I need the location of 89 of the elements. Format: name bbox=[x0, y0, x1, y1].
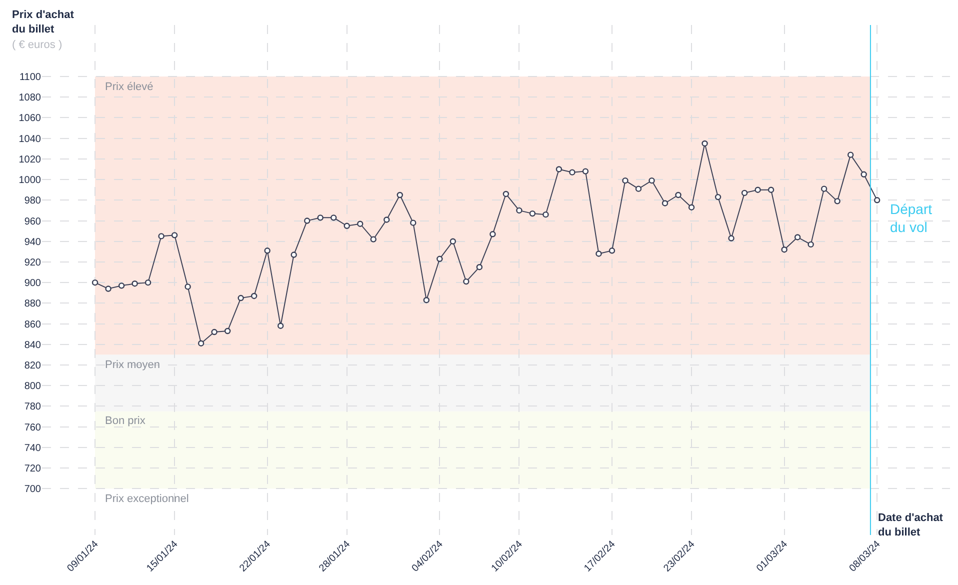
point bbox=[92, 279, 98, 286]
y-tick-label: 760 bbox=[24, 422, 42, 434]
y-tick-label: 940 bbox=[24, 236, 42, 248]
annotation: ( € euros ) bbox=[12, 39, 62, 51]
point bbox=[490, 231, 496, 238]
point bbox=[370, 236, 376, 242]
point bbox=[781, 246, 788, 253]
y-tick-label: 720 bbox=[24, 464, 42, 475]
point bbox=[794, 234, 801, 240]
point bbox=[105, 286, 112, 292]
point bbox=[184, 284, 191, 290]
point bbox=[874, 197, 880, 204]
point bbox=[250, 292, 258, 300]
point bbox=[118, 282, 125, 289]
y-tick-label: 1000 bbox=[18, 175, 42, 186]
point bbox=[702, 140, 708, 147]
y-tick-label: 1060 bbox=[18, 113, 42, 124]
point bbox=[728, 235, 734, 242]
point bbox=[290, 252, 297, 258]
point bbox=[410, 220, 416, 226]
point bbox=[847, 152, 854, 158]
point bbox=[330, 214, 337, 221]
point bbox=[582, 168, 589, 174]
y-tick-label: 880 bbox=[24, 298, 42, 310]
point bbox=[198, 340, 204, 346]
point bbox=[834, 198, 840, 204]
y-tick-label: 1080 bbox=[18, 92, 42, 104]
y-tick-label: 820 bbox=[24, 360, 42, 372]
point bbox=[622, 177, 628, 184]
point bbox=[502, 190, 510, 198]
y-tick-label: 860 bbox=[24, 319, 42, 330]
y-tick-label: 1020 bbox=[18, 154, 42, 166]
point bbox=[211, 328, 218, 336]
point bbox=[476, 264, 483, 270]
point bbox=[635, 186, 642, 192]
point bbox=[662, 200, 668, 206]
y-tick-label: 740 bbox=[24, 442, 42, 454]
annotation: Prix exceptionnel bbox=[105, 493, 189, 505]
point bbox=[741, 190, 748, 196]
y-tick-label: 920 bbox=[24, 257, 42, 268]
point bbox=[596, 250, 602, 257]
point bbox=[648, 177, 655, 184]
y-tick-label: 780 bbox=[24, 402, 42, 413]
band-label: Prix moyen bbox=[105, 359, 160, 371]
point bbox=[542, 211, 549, 218]
point bbox=[317, 214, 324, 221]
point bbox=[357, 220, 364, 227]
point bbox=[423, 296, 430, 304]
point bbox=[608, 248, 616, 254]
point bbox=[171, 232, 178, 238]
point bbox=[304, 218, 310, 224]
y-tick-label: 960 bbox=[24, 216, 42, 228]
point bbox=[224, 328, 231, 334]
ref-line-label: Départ du vol bbox=[890, 201, 932, 236]
point bbox=[396, 192, 403, 198]
y-tick-label: 980 bbox=[24, 196, 42, 207]
y-tick-label: 1040 bbox=[18, 134, 42, 145]
point bbox=[278, 322, 284, 329]
y-tick-label: 900 bbox=[24, 278, 42, 290]
point bbox=[688, 204, 695, 210]
point bbox=[714, 194, 722, 200]
point bbox=[158, 233, 164, 240]
point bbox=[344, 222, 350, 230]
band-label: Prix élevé bbox=[105, 81, 154, 93]
point bbox=[516, 207, 522, 214]
y-tick-label: 1100 bbox=[19, 72, 42, 84]
band-label: Bon prix bbox=[105, 415, 146, 427]
point bbox=[436, 256, 443, 262]
point bbox=[768, 186, 774, 193]
point bbox=[569, 169, 576, 176]
point bbox=[556, 166, 562, 172]
x-axis-title: Date d'achat du billet bbox=[878, 512, 944, 538]
point bbox=[463, 278, 470, 285]
y-tick-label: 840 bbox=[24, 340, 42, 351]
y-axis-title: Prix d'achat du billet bbox=[12, 9, 74, 36]
point bbox=[820, 186, 828, 192]
point bbox=[754, 186, 761, 193]
point bbox=[238, 294, 244, 302]
point bbox=[860, 171, 867, 178]
y-tick-label: 700 bbox=[24, 484, 42, 496]
y-tick-label: 800 bbox=[24, 381, 42, 392]
point bbox=[808, 241, 814, 248]
point bbox=[450, 238, 456, 244]
point bbox=[529, 210, 536, 217]
point bbox=[144, 279, 152, 286]
point bbox=[132, 280, 138, 287]
point bbox=[675, 192, 682, 198]
point bbox=[384, 216, 390, 223]
point bbox=[264, 248, 270, 254]
